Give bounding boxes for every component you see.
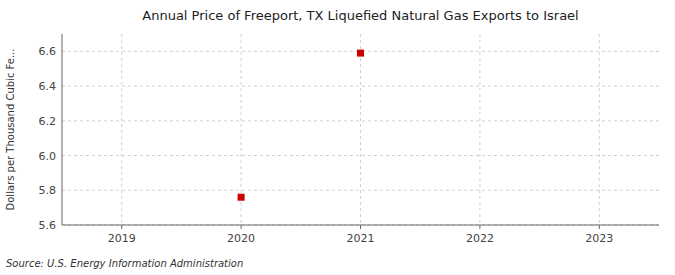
x-grid-line: [360, 34, 361, 225]
source-note: Source: U.S. Energy Information Administ…: [6, 258, 243, 269]
x-tick-label: 2023: [585, 232, 613, 245]
y-tick-label: 5.8: [39, 184, 57, 197]
x-tick-label: 2021: [347, 232, 375, 245]
point: [238, 194, 245, 201]
grid: [62, 34, 659, 225]
x-grid-line: [479, 34, 480, 225]
x-tick-label: 2020: [227, 232, 255, 245]
x-tick: [599, 225, 600, 229]
y-tick-label: 6.4: [39, 80, 57, 93]
x-tick-label: 2019: [108, 232, 136, 245]
x-tick: [479, 225, 480, 229]
x-tick: [121, 225, 122, 229]
x-tick-label: 2022: [466, 232, 494, 245]
y-tick-label: 6.6: [39, 45, 57, 58]
points: [238, 50, 364, 201]
title: Annual Price of Freeport, TX Liquefied N…: [142, 8, 578, 23]
y-grid-line: [62, 225, 659, 226]
y-tick-label: 6.2: [39, 115, 57, 128]
x-grid-line: [121, 34, 122, 225]
y-grid-line: [62, 86, 659, 87]
y-tick-label: 5.6: [39, 219, 57, 232]
x-tick: [241, 225, 242, 229]
y-axis-line: [62, 34, 63, 225]
x-grid-line: [599, 34, 600, 225]
y-tick-label: 6.0: [39, 150, 57, 163]
point: [357, 50, 364, 57]
x-axis-line: [62, 225, 659, 226]
x-tick: [360, 225, 361, 229]
y-axis-label: Dollars per Thousand Cubic Fe...: [5, 49, 16, 211]
chart: 5.6 5.8 6.0 6.2 6.4 6.6 2019 2020 2021 2022 2023 An…: [0, 0, 675, 275]
